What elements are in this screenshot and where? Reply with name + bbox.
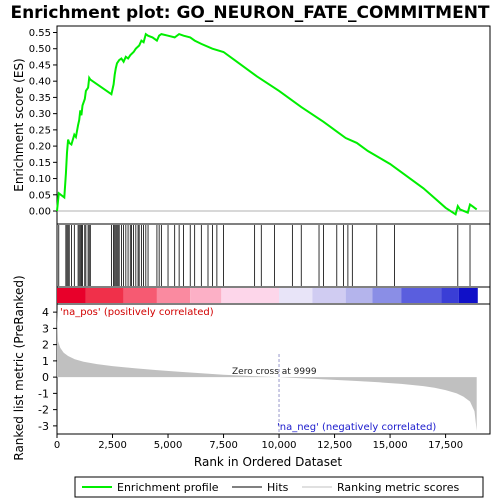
es-y-tick-label: 0.05 (29, 190, 51, 201)
es-y-tick-label: 0.35 (29, 93, 51, 104)
chart-title: Enrichment plot: GO_NEURON_FATE_COMMITME… (10, 3, 489, 23)
color-band-segment (190, 288, 222, 303)
metric-y-tick-label: -3 (38, 420, 49, 433)
es-y-tick-label: 0.55 (29, 28, 51, 39)
es-y-tick-label: 0.45 (29, 60, 51, 71)
es-y-tick-label: 0.30 (29, 109, 51, 120)
es-y-tick-label: 0.40 (29, 77, 51, 88)
x-tick-label: 2,500 (98, 440, 127, 451)
x-tick-label: 12,500 (317, 440, 352, 451)
color-band-segment (372, 288, 402, 303)
x-tick-label: 5,000 (154, 440, 183, 451)
color-band-segment (458, 288, 478, 303)
color-band-segment (312, 288, 346, 303)
legend: Enrichment profile Hits Ranking metric s… (74, 476, 484, 498)
es-y-tick-label: 0.00 (29, 207, 51, 218)
metric-y-tick-label: -1 (38, 387, 49, 400)
es-y-tick-label: 0.15 (29, 158, 51, 169)
metric-y-tick-label: 0 (42, 371, 49, 384)
color-band-segment (401, 288, 442, 303)
ranking-metric-area (57, 308, 477, 431)
x-tick-label: 0 (54, 440, 60, 451)
hits-panel (56, 223, 491, 288)
metric-y-tick-label: 2 (42, 339, 49, 352)
es-y-tick-label: 0.50 (29, 44, 51, 55)
color-band-segment (156, 288, 191, 303)
color-band-segment (123, 288, 157, 303)
color-band-segments (57, 288, 478, 303)
hits-panel-frame (56, 223, 491, 288)
zero-cross-label: Zero cross at 9999 (232, 367, 317, 377)
es-y-tick-label: 0.25 (29, 125, 51, 136)
legend-metric-label: Ranking metric scores (337, 481, 459, 494)
metric-x-axis: 0 2,500 5,000 7,500 10,000 12,500 15,000 17,500 (54, 434, 463, 451)
x-tick-label: 15,000 (373, 440, 408, 451)
x-tick-label: 10,000 (262, 440, 297, 451)
pos-correlated-label: 'na_pos' (positively correlated) (60, 307, 214, 318)
color-band-segment (345, 288, 373, 303)
legend-hits-label: Hits (267, 481, 289, 494)
es-panel: 0.00 0.05 0.10 0.15 0.20 0.25 0.30 0.35 0.40 0.45… (12, 25, 491, 225)
metric-y-axis-label: Ranked list metric (PreRanked) (12, 275, 26, 460)
neg-correlated-label: 'na_neg' (negatively correlated) (277, 422, 436, 433)
hit-marks (56, 225, 471, 286)
enrichment-profile-line (56, 32, 478, 216)
es-y-axis-label: Enrichment score (ES) (12, 58, 26, 191)
color-band-segment (57, 288, 86, 303)
legend-frame (74, 476, 484, 498)
x-axis-label: Rank in Ordered Dataset (194, 455, 342, 469)
metric-y-axis: -3 -2 -1 0 1 2 3 4 (38, 306, 57, 433)
color-band-segment (221, 288, 280, 303)
color-band-segment (85, 288, 124, 303)
x-tick-label: 7,500 (209, 440, 238, 451)
color-band-segment (279, 288, 313, 303)
rank-color-band (56, 286, 491, 305)
x-tick-label: 17,500 (428, 440, 463, 451)
es-panel-frame (56, 25, 491, 225)
metric-y-tick-label: 3 (42, 322, 49, 335)
metric-y-tick-label: 4 (42, 306, 49, 319)
metric-y-tick-label: -2 (38, 404, 49, 417)
es-y-tick-label: 0.10 (29, 174, 51, 185)
es-y-tick-label: 0.20 (29, 142, 51, 153)
metric-panel: -3 -2 -1 0 1 2 3 4 0 2,500 5,000 7,500 10,000 12,500… (12, 275, 491, 469)
legend-profile-label: Enrichment profile (117, 481, 219, 494)
color-band-segment (441, 288, 459, 303)
es-y-axis: 0.00 0.05 0.10 0.15 0.20 0.25 0.30 0.35 0.40 0.45… (29, 28, 57, 218)
metric-y-tick-label: 1 (42, 355, 49, 368)
